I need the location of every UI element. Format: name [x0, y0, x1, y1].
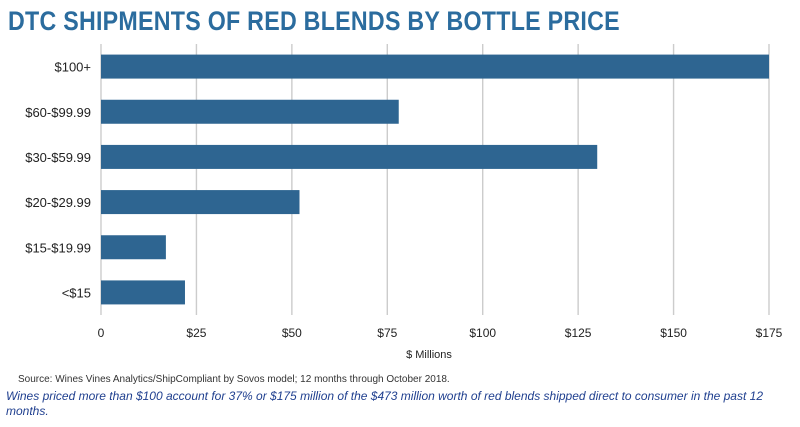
bar-chart: $100+ $60-$99.99 $30-$59.99 $20-$29.99 $15-$…: [25, 44, 783, 361]
x-tick-label-2: $50: [282, 326, 302, 340]
x-tick-label-4: $100: [469, 326, 496, 340]
bar-3: [101, 190, 300, 215]
x-tick-label-3: $75: [377, 326, 397, 340]
category-label-1: $60-$99.99: [25, 105, 91, 120]
bar-0: [101, 54, 769, 79]
x-axis-title: $ Millions: [406, 349, 452, 361]
bar-1: [101, 99, 399, 124]
x-tick-label-5: $125: [565, 326, 592, 340]
x-tick-label-0: 0: [98, 326, 105, 340]
bar-5: [101, 280, 185, 305]
chart-title: DTC SHIPMENTS OF RED BLENDS BY BOTTLE PR…: [8, 6, 620, 36]
x-tick-label-1: $25: [186, 326, 206, 340]
x-tick-label-6: $150: [660, 326, 687, 340]
bar-2: [101, 144, 598, 169]
category-label-4: $15-$19.99: [25, 240, 91, 255]
x-tick-label-7: $175: [756, 326, 783, 340]
category-label-2: $30-$59.99: [25, 150, 91, 165]
bar-4: [101, 235, 166, 260]
chart-caption: Wines priced more than $100 account for …: [6, 389, 763, 418]
source-note: Source: Wines Vines Analytics/ShipCompli…: [18, 374, 450, 385]
category-label-0: $100+: [54, 60, 91, 75]
category-label-3: $20-$29.99: [25, 195, 91, 210]
category-label-5: <$15: [62, 285, 91, 300]
